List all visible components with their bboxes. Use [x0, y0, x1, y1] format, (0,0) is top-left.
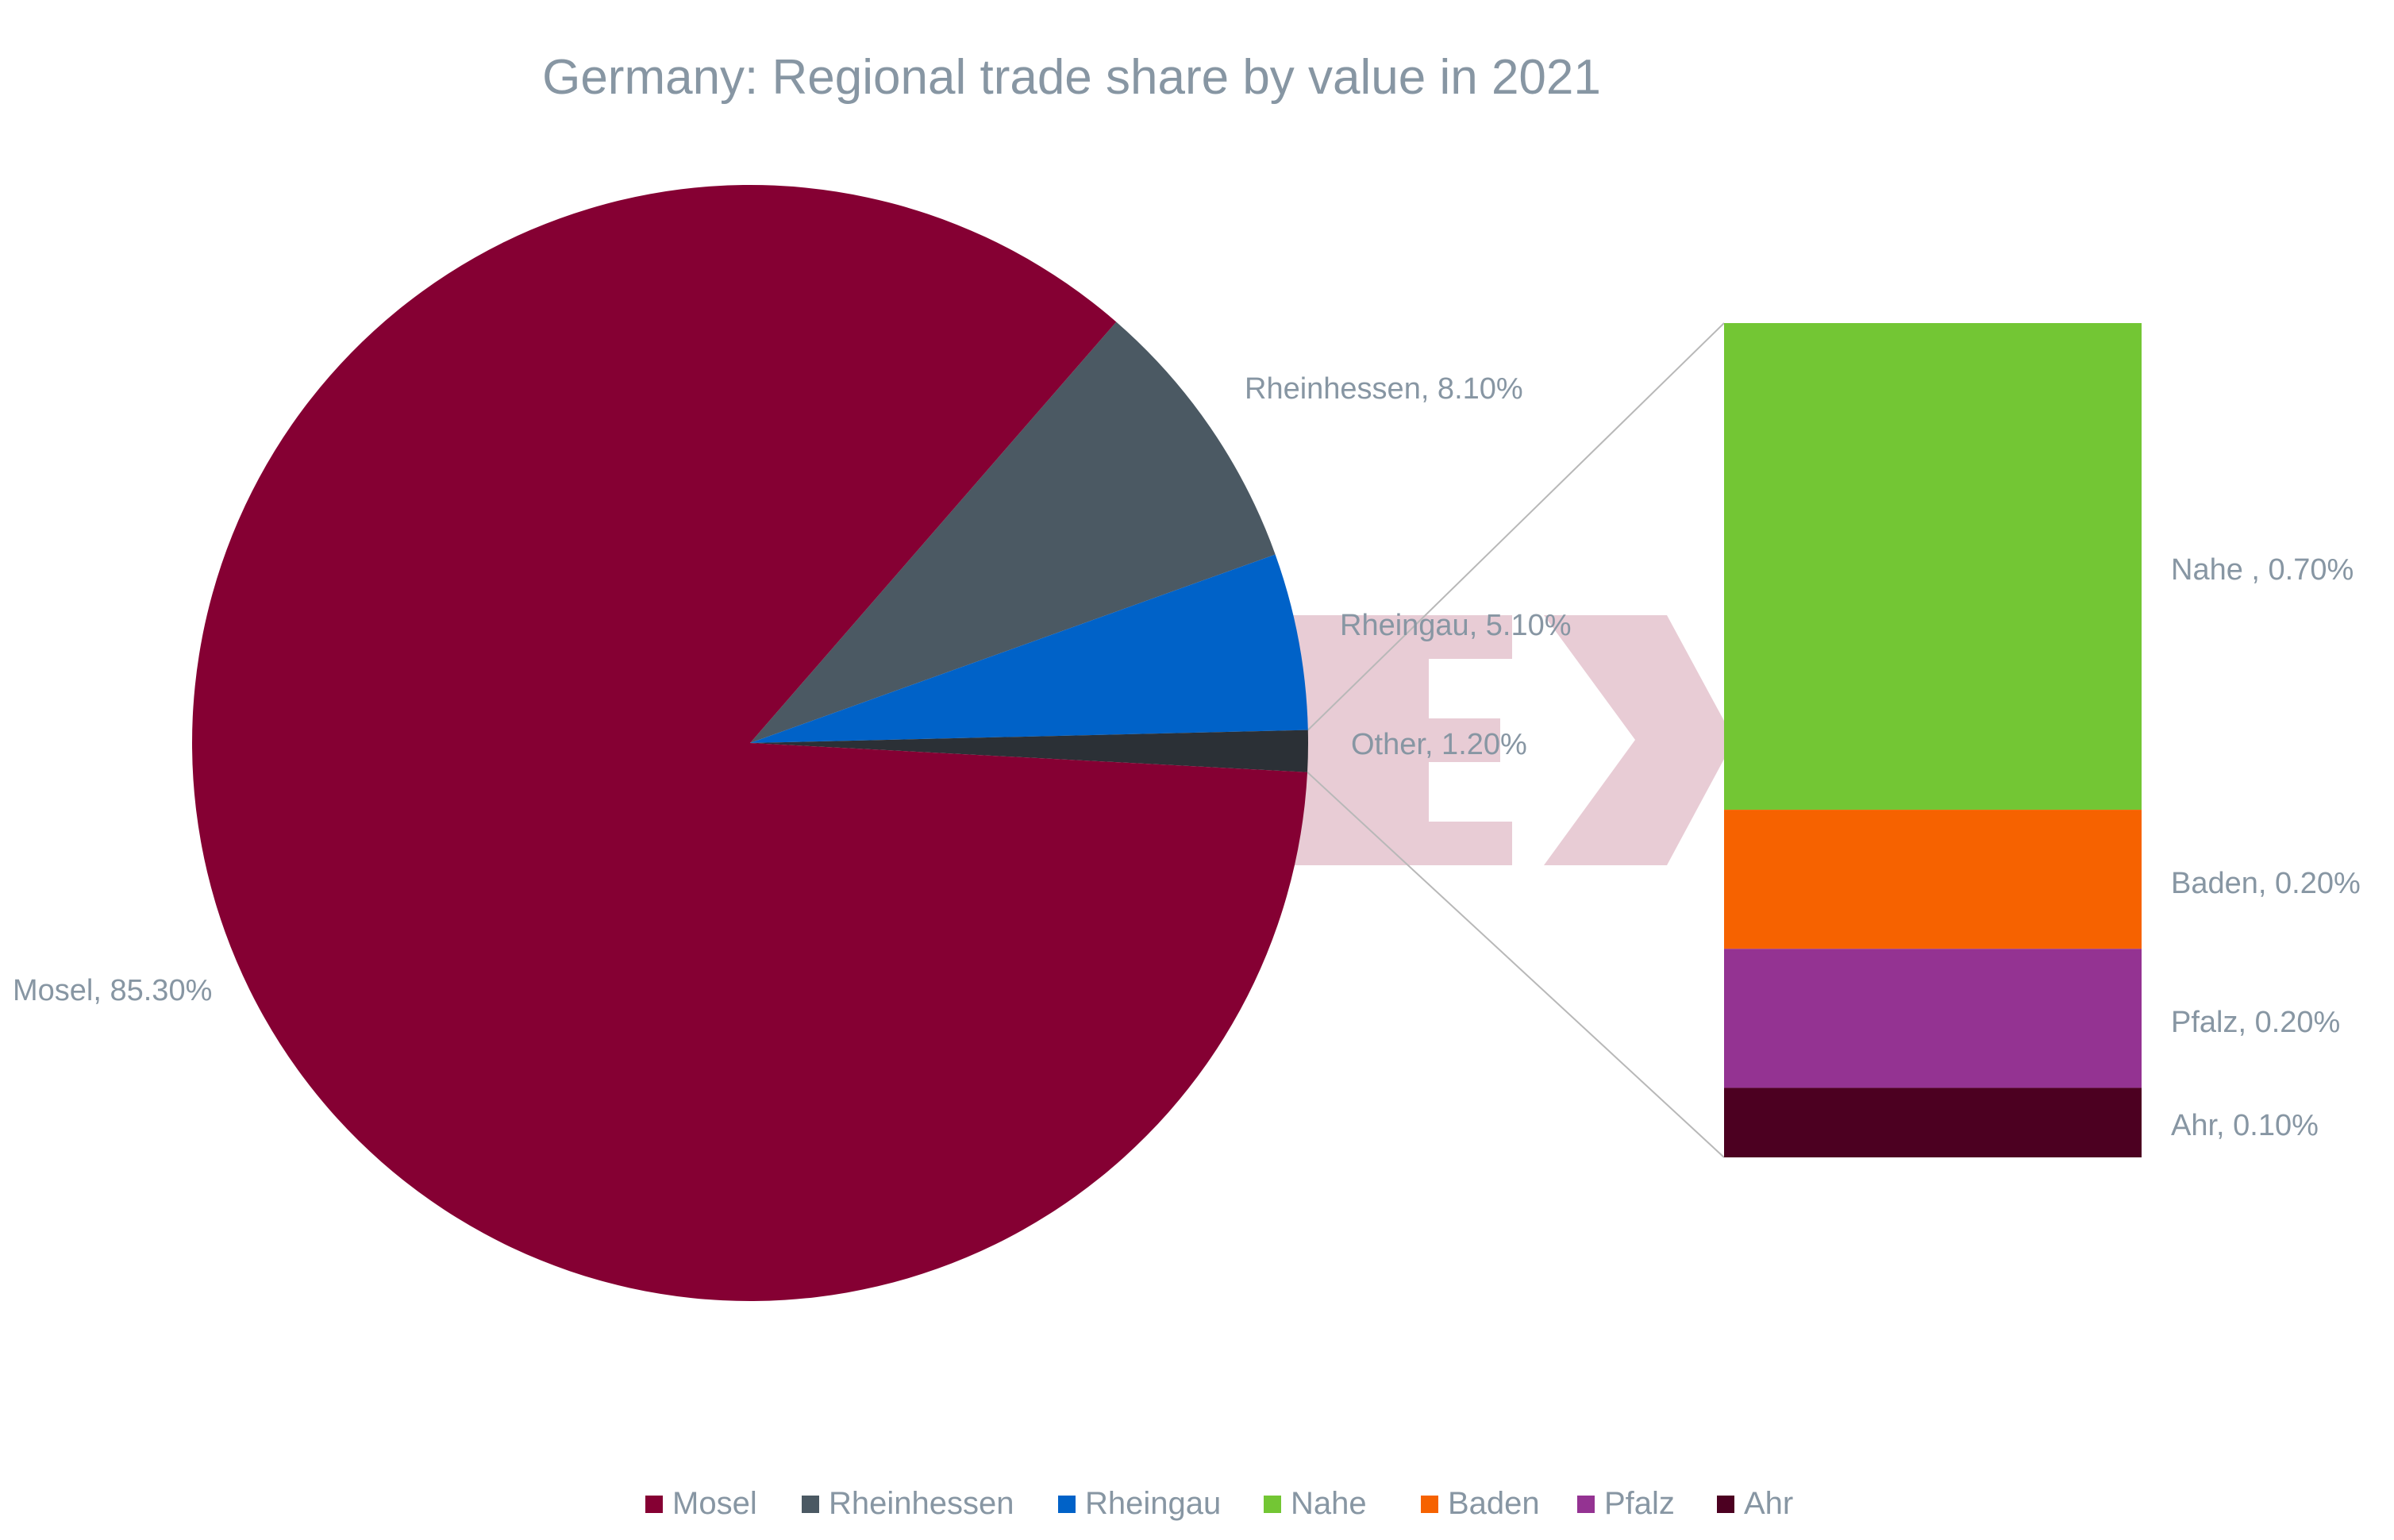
data-label-pfalz: Pfalz, 0.20%	[2171, 1006, 2340, 1039]
connector-line-top	[1307, 322, 1725, 731]
bar-segment-baden	[1724, 810, 2142, 949]
data-label-rheinhessen: Rheinhessen, 8.10%	[1245, 372, 1523, 406]
legend-swatch-pfalz	[1577, 1496, 1595, 1513]
pie-slice-mosel	[192, 184, 1308, 1301]
watermark-letter	[1381, 615, 1512, 865]
watermark-chevron	[1544, 615, 1734, 865]
data-label-baden: Baden, 0.20%	[2171, 867, 2361, 900]
legend-item-ahr: Ahr	[1717, 1486, 1793, 1521]
legend-swatch-rheinhessen	[802, 1496, 819, 1513]
watermark-logo	[1286, 615, 1734, 865]
pie-to-bar-connector-lines	[1307, 322, 1725, 1158]
chart-title: Germany: Regional trade share by value i…	[542, 50, 1601, 105]
legend-label-rheinhessen: Rheinhessen	[829, 1486, 1014, 1521]
stacked-bar	[1724, 323, 2142, 1157]
pie	[192, 184, 1309, 1301]
legend-item-rheingau: Rheingau	[1058, 1486, 1221, 1521]
bar-segment-pfalz	[1724, 949, 2142, 1088]
legend-label-baden: Baden	[1448, 1486, 1540, 1521]
legend-swatch-baden	[1421, 1496, 1438, 1513]
legend-swatch-ahr	[1717, 1496, 1734, 1513]
legend-label-mosel: Mosel	[672, 1486, 757, 1521]
legend-item-rheinhessen: Rheinhessen	[802, 1486, 1014, 1521]
legend-item-nahe: Nahe	[1264, 1486, 1367, 1521]
legend-swatch-rheingau	[1058, 1496, 1076, 1513]
data-label-rheingau: Rheingau, 5.10%	[1340, 609, 1572, 642]
pie-slice-rheinhessen	[750, 321, 1276, 744]
legend-item-pfalz: Pfalz	[1577, 1486, 1675, 1521]
legend-item-baden: Baden	[1421, 1486, 1540, 1521]
pie-slice-other	[750, 730, 1309, 772]
data-label-other: Other, 1.20%	[1351, 728, 1527, 761]
legend-item-mosel: Mosel	[645, 1486, 757, 1521]
connector-line-bottom	[1307, 772, 1725, 1158]
data-label-ahr: Ahr, 0.10%	[2171, 1109, 2319, 1142]
legend-label-rheingau: Rheingau	[1085, 1486, 1221, 1521]
legend-label-ahr: Ahr	[1744, 1486, 1793, 1521]
legend: Mosel Rheinhessen Rheingau Nahe Baden Pfalz Ah…	[645, 1486, 1793, 1521]
legend-swatch-nahe	[1264, 1496, 1281, 1513]
legend-swatch-mosel	[645, 1496, 663, 1513]
bar-segment-nahe	[1724, 323, 2142, 810]
pie-slice-rheingau	[750, 554, 1308, 743]
bar-segment-ahr	[1724, 1088, 2142, 1157]
data-label-nahe: Nahe , 0.70%	[2171, 553, 2354, 587]
data-labels: Mosel, 85.30% Rheinhessen, 8.10% Rheingau,…	[13, 372, 2361, 1142]
legend-label-pfalz: Pfalz	[1604, 1486, 1675, 1521]
data-label-mosel: Mosel, 85.30%	[13, 974, 212, 1007]
legend-label-nahe: Nahe	[1291, 1486, 1367, 1521]
